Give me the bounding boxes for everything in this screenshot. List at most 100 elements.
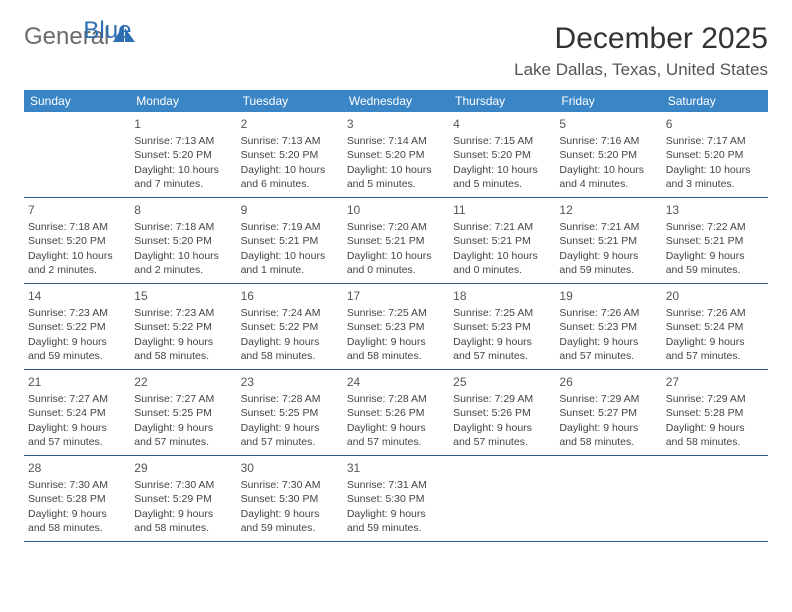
day-info: Sunrise: 7:24 AM Sunset: 5:22 PM Dayligh…	[241, 306, 339, 363]
weekday-header: Saturday	[662, 90, 768, 112]
day-cell: 17 Sunrise: 7:25 AM Sunset: 5:23 PM Dayli…	[343, 284, 449, 369]
day-info: Sunrise: 7:29 AM Sunset: 5:26 PM Dayligh…	[453, 392, 551, 449]
day-cell: 4 Sunrise: 7:15 AM Sunset: 5:20 PM Daylig…	[449, 112, 555, 197]
weekday-header: Sunday	[24, 90, 130, 112]
day-cell: 21 Sunrise: 7:27 AM Sunset: 5:24 PM Dayli…	[24, 370, 130, 455]
title-block: December 2025 Lake Dallas, Texas, United…	[514, 22, 768, 80]
day-number: 1	[134, 116, 232, 132]
day-info: Sunrise: 7:21 AM Sunset: 5:21 PM Dayligh…	[559, 220, 657, 277]
weekday-header: Wednesday	[343, 90, 449, 112]
day-info: Sunrise: 7:27 AM Sunset: 5:25 PM Dayligh…	[134, 392, 232, 449]
day-number: 30	[241, 460, 339, 476]
weekday-header: Thursday	[449, 90, 555, 112]
day-info: Sunrise: 7:26 AM Sunset: 5:24 PM Dayligh…	[666, 306, 764, 363]
week-row: 14 Sunrise: 7:23 AM Sunset: 5:22 PM Dayli…	[24, 284, 768, 370]
brand-part2: Blue	[83, 17, 131, 45]
day-info: Sunrise: 7:30 AM Sunset: 5:28 PM Dayligh…	[28, 478, 126, 535]
day-cell	[555, 456, 661, 541]
day-number: 15	[134, 288, 232, 304]
weekday-header: Friday	[555, 90, 661, 112]
day-cell	[24, 112, 130, 197]
day-number: 26	[559, 374, 657, 390]
day-info: Sunrise: 7:29 AM Sunset: 5:28 PM Dayligh…	[666, 392, 764, 449]
day-cell: 16Sunrise: 7:24 AM Sunset: 5:22 PM Dayli…	[237, 284, 343, 369]
day-cell: 3 Sunrise: 7:14 AM Sunset: 5:20 PM Daylig…	[343, 112, 449, 197]
day-number: 31	[347, 460, 445, 476]
header: General Blue December 2025 Lake Dallas, …	[24, 22, 768, 80]
day-cell: 30 Sunrise: 7:30 AM Sunset: 5:30 PM Dayli…	[237, 456, 343, 541]
day-cell: 13 Sunrise: 7:22 AM Sunset: 5:21 PM Dayli…	[662, 198, 768, 283]
day-cell	[662, 456, 768, 541]
day-number: 21	[28, 374, 126, 390]
day-info: Sunrise: 7:19 AM Sunset: 5:21 PM Dayligh…	[241, 220, 339, 277]
day-info: Sunrise: 7:15 AM Sunset: 5:20 PM Dayligh…	[453, 134, 551, 191]
day-number: 6	[666, 116, 764, 132]
week-row: 28 Sunrise: 7:30 AM Sunset: 5:28 PM Dayli…	[24, 456, 768, 542]
day-number: 9	[241, 202, 339, 218]
day-cell: 26Sunrise: 7:29 AM Sunset: 5:27 PM Dayli…	[555, 370, 661, 455]
day-number: 25	[453, 374, 551, 390]
day-cell: 14 Sunrise: 7:23 AM Sunset: 5:22 PM Dayli…	[24, 284, 130, 369]
calendar-body: 1Sunrise: 7:13 AM Sunset: 5:20 PM Daylig…	[24, 112, 768, 542]
day-info: Sunrise: 7:27 AM Sunset: 5:24 PM Dayligh…	[28, 392, 126, 449]
day-number: 4	[453, 116, 551, 132]
day-cell: 24Sunrise: 7:28 AM Sunset: 5:26 PM Dayli…	[343, 370, 449, 455]
day-info: Sunrise: 7:30 AM Sunset: 5:30 PM Dayligh…	[241, 478, 339, 535]
day-info: Sunrise: 7:25 AM Sunset: 5:23 PM Dayligh…	[453, 306, 551, 363]
day-info: Sunrise: 7:28 AM Sunset: 5:25 PM Dayligh…	[241, 392, 339, 449]
day-info: Sunrise: 7:25 AM Sunset: 5:23 PM Dayligh…	[347, 306, 445, 363]
day-cell: 15 Sunrise: 7:23 AM Sunset: 5:22 PM Dayli…	[130, 284, 236, 369]
weekday-header: Tuesday	[237, 90, 343, 112]
day-number: 28	[28, 460, 126, 476]
day-number: 19	[559, 288, 657, 304]
day-number: 12	[559, 202, 657, 218]
day-info: Sunrise: 7:17 AM Sunset: 5:20 PM Dayligh…	[666, 134, 764, 191]
day-info: Sunrise: 7:14 AM Sunset: 5:20 PM Dayligh…	[347, 134, 445, 191]
day-info: Sunrise: 7:22 AM Sunset: 5:21 PM Dayligh…	[666, 220, 764, 277]
day-cell: 12 Sunrise: 7:21 AM Sunset: 5:21 PM Dayli…	[555, 198, 661, 283]
day-cell: 23 Sunrise: 7:28 AM Sunset: 5:25 PM Dayli…	[237, 370, 343, 455]
day-info: Sunrise: 7:18 AM Sunset: 5:20 PM Dayligh…	[134, 220, 232, 277]
day-cell: 6 Sunrise: 7:17 AM Sunset: 5:20 PM Daylig…	[662, 112, 768, 197]
day-cell	[449, 456, 555, 541]
day-cell: 1Sunrise: 7:13 AM Sunset: 5:20 PM Daylig…	[130, 112, 236, 197]
day-cell: 31Sunrise: 7:31 AM Sunset: 5:30 PM Dayli…	[343, 456, 449, 541]
weekday-header-row: SundayMondayTuesdayWednesdayThursdayFrid…	[24, 90, 768, 112]
page-title: December 2025	[514, 22, 768, 56]
day-cell: 27Sunrise: 7:29 AM Sunset: 5:28 PM Dayli…	[662, 370, 768, 455]
day-number: 13	[666, 202, 764, 218]
week-row: 1Sunrise: 7:13 AM Sunset: 5:20 PM Daylig…	[24, 112, 768, 198]
day-number: 7	[28, 202, 126, 218]
day-number: 17	[347, 288, 445, 304]
day-cell: 19Sunrise: 7:26 AM Sunset: 5:23 PM Dayli…	[555, 284, 661, 369]
day-cell: 11 Sunrise: 7:21 AM Sunset: 5:21 PM Dayli…	[449, 198, 555, 283]
week-row: 7 Sunrise: 7:18 AM Sunset: 5:20 PM Daylig…	[24, 198, 768, 284]
day-number: 3	[347, 116, 445, 132]
day-info: Sunrise: 7:20 AM Sunset: 5:21 PM Dayligh…	[347, 220, 445, 277]
day-number: 5	[559, 116, 657, 132]
location-text: Lake Dallas, Texas, United States	[514, 60, 768, 80]
day-cell: 25 Sunrise: 7:29 AM Sunset: 5:26 PM Dayli…	[449, 370, 555, 455]
day-cell: 8Sunrise: 7:18 AM Sunset: 5:20 PM Daylig…	[130, 198, 236, 283]
day-cell: 22 Sunrise: 7:27 AM Sunset: 5:25 PM Dayli…	[130, 370, 236, 455]
day-info: Sunrise: 7:28 AM Sunset: 5:26 PM Dayligh…	[347, 392, 445, 449]
day-info: Sunrise: 7:30 AM Sunset: 5:29 PM Dayligh…	[134, 478, 232, 535]
day-cell: 2Sunrise: 7:13 AM Sunset: 5:20 PM Daylig…	[237, 112, 343, 197]
day-number: 14	[28, 288, 126, 304]
day-info: Sunrise: 7:23 AM Sunset: 5:22 PM Dayligh…	[134, 306, 232, 363]
week-row: 21 Sunrise: 7:27 AM Sunset: 5:24 PM Dayli…	[24, 370, 768, 456]
calendar-table: SundayMondayTuesdayWednesdayThursdayFrid…	[24, 90, 768, 542]
day-number: 23	[241, 374, 339, 390]
day-number: 11	[453, 202, 551, 218]
day-number: 2	[241, 116, 339, 132]
day-cell: 5 Sunrise: 7:16 AM Sunset: 5:20 PM Daylig…	[555, 112, 661, 197]
day-info: Sunrise: 7:21 AM Sunset: 5:21 PM Dayligh…	[453, 220, 551, 277]
day-info: Sunrise: 7:23 AM Sunset: 5:22 PM Dayligh…	[28, 306, 126, 363]
day-number: 10	[347, 202, 445, 218]
day-cell: 9 Sunrise: 7:19 AM Sunset: 5:21 PM Daylig…	[237, 198, 343, 283]
day-number: 18	[453, 288, 551, 304]
day-number: 29	[134, 460, 232, 476]
day-number: 22	[134, 374, 232, 390]
day-info: Sunrise: 7:16 AM Sunset: 5:20 PM Dayligh…	[559, 134, 657, 191]
day-info: Sunrise: 7:18 AM Sunset: 5:20 PM Dayligh…	[28, 220, 126, 277]
